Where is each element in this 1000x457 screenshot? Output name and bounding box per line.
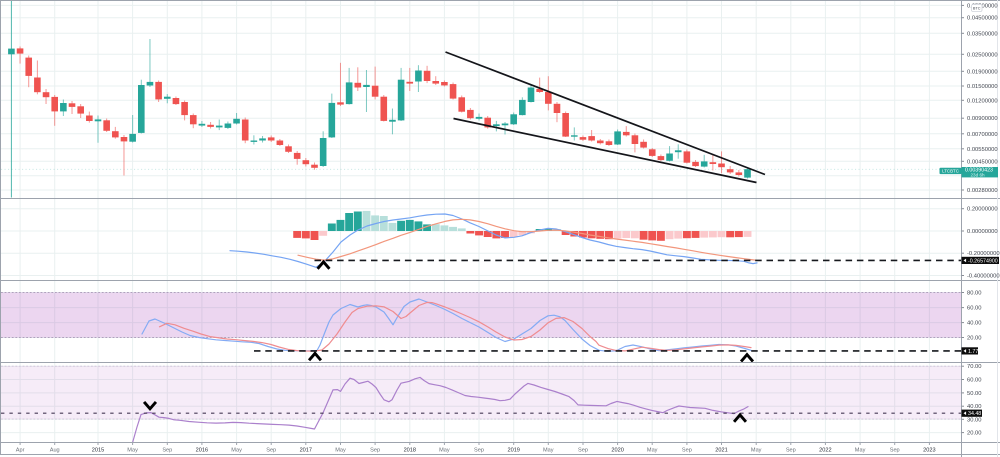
- svg-text:May: May: [439, 447, 450, 453]
- svg-text:1.77: 1.77: [968, 349, 978, 355]
- svg-text:0.20000000: 0.20000000: [967, 207, 998, 213]
- svg-text:BTC: BTC: [973, 7, 981, 11]
- svg-text:Sep: Sep: [162, 447, 172, 453]
- svg-text:0.00900000: 0.00900000: [967, 116, 998, 122]
- svg-text:0.00550000: 0.00550000: [967, 147, 998, 153]
- svg-text:50.00: 50.00: [967, 391, 982, 397]
- svg-text:May: May: [647, 447, 658, 453]
- svg-text:60.00: 60.00: [967, 378, 982, 384]
- svg-text:Sep: Sep: [266, 447, 276, 453]
- svg-text:May: May: [543, 447, 554, 453]
- svg-text:Sep: Sep: [474, 447, 484, 453]
- svg-text:0.00450000: 0.00450000: [967, 159, 998, 165]
- svg-text:2016: 2016: [196, 447, 208, 453]
- svg-text:0.01200000: 0.01200000: [967, 98, 998, 104]
- svg-text:Aug: Aug: [50, 447, 60, 453]
- svg-text:2017: 2017: [300, 447, 312, 453]
- svg-text:80.00: 80.00: [967, 291, 982, 297]
- svg-text:2015: 2015: [92, 447, 104, 453]
- svg-text:0.00280000: 0.00280000: [967, 188, 998, 194]
- svg-text:Sep: Sep: [786, 447, 796, 453]
- svg-text:23d 6h: 23d 6h: [971, 172, 985, 177]
- svg-text:May: May: [231, 447, 242, 453]
- svg-text:May: May: [127, 447, 138, 453]
- svg-text:May: May: [335, 447, 346, 453]
- svg-text:May: May: [751, 447, 762, 453]
- svg-text:34.48: 34.48: [968, 411, 981, 417]
- svg-text:May: May: [855, 447, 866, 453]
- svg-text:2021: 2021: [715, 447, 727, 453]
- svg-text:2020: 2020: [611, 447, 623, 453]
- svg-text:2019: 2019: [507, 447, 519, 453]
- svg-text:0.00390423: 0.00390423: [965, 168, 993, 174]
- svg-text:0.01900000: 0.01900000: [967, 69, 998, 75]
- svg-text:0.01500000: 0.01500000: [967, 84, 998, 90]
- svg-text:2023: 2023: [923, 447, 935, 453]
- svg-text:20.00: 20.00: [967, 336, 982, 342]
- svg-text:0.02500000: 0.02500000: [967, 52, 998, 58]
- svg-text:2022: 2022: [819, 447, 831, 453]
- svg-text:-0.40000000: -0.40000000: [967, 274, 1000, 280]
- svg-text:40.00: 40.00: [967, 321, 982, 327]
- svg-text:-0.20000000: -0.20000000: [967, 251, 1000, 257]
- svg-text:LTCBTC: LTCBTC: [942, 169, 959, 174]
- svg-text:20.00: 20.00: [967, 431, 982, 437]
- svg-text:Sep: Sep: [370, 447, 380, 453]
- svg-text:Sep: Sep: [682, 447, 692, 453]
- svg-text:70.00: 70.00: [967, 364, 982, 370]
- svg-text:40.00: 40.00: [967, 404, 982, 410]
- svg-text:30.00: 30.00: [967, 417, 982, 423]
- svg-text:Apr: Apr: [16, 447, 25, 453]
- svg-text:Sep: Sep: [578, 447, 588, 453]
- svg-text:0.00000000: 0.00000000: [967, 229, 998, 235]
- svg-text:Sep: Sep: [890, 447, 900, 453]
- svg-text:0.00700000: 0.00700000: [967, 132, 998, 138]
- svg-text:2018: 2018: [404, 447, 416, 453]
- svg-text:0.03500000: 0.03500000: [967, 31, 998, 37]
- svg-text:-0.26574900: -0.26574900: [968, 258, 998, 264]
- svg-text:0.04500000: 0.04500000: [967, 16, 998, 22]
- svg-text:60.00: 60.00: [967, 306, 982, 312]
